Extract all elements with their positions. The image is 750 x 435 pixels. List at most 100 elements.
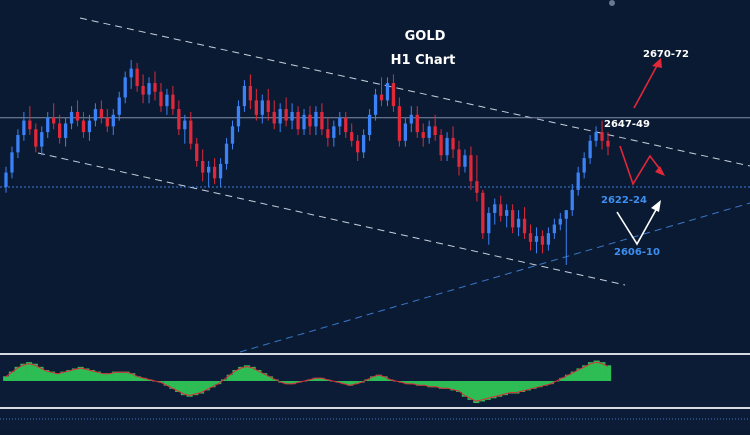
candle [141, 74, 145, 104]
histogram-bar [146, 379, 153, 381]
histogram-bar [318, 377, 325, 381]
histogram-bar [157, 381, 164, 383]
candle [4, 166, 8, 193]
histogram-bar [381, 376, 388, 381]
histogram-bar [415, 381, 422, 386]
histogram-bar [570, 371, 577, 381]
histogram-bar [438, 381, 445, 389]
histogram-bar [421, 381, 428, 386]
candle [52, 103, 56, 130]
histogram-bar [54, 373, 61, 381]
candle [373, 88, 378, 121]
candle [391, 74, 396, 112]
candle [296, 106, 300, 136]
histogram-bar [501, 381, 508, 396]
candle [218, 158, 223, 187]
candle [594, 126, 598, 147]
chart-title: GOLD [405, 29, 446, 44]
histogram-bar [180, 381, 187, 396]
histogram-bar [60, 371, 67, 381]
candle [260, 94, 264, 124]
candle [469, 146, 473, 190]
histogram-bar [198, 381, 205, 394]
candle [123, 71, 127, 104]
candle [290, 103, 294, 130]
lower-support-label: 2606-10 [614, 247, 660, 258]
histogram-bar [467, 381, 474, 400]
candle [499, 195, 503, 222]
histogram-bar [117, 371, 124, 381]
histogram-bar [169, 381, 176, 389]
histogram-bar [547, 381, 554, 385]
histogram-bar [341, 381, 348, 385]
candle [224, 137, 229, 170]
candle [457, 140, 461, 176]
histogram-bar [352, 381, 359, 385]
candle [93, 103, 98, 127]
candle [147, 77, 151, 104]
candle [516, 210, 521, 237]
histogram-bar [209, 381, 216, 388]
histogram-bar [49, 371, 56, 381]
candle [552, 218, 556, 239]
histogram-bar [444, 381, 451, 389]
window-dot-icon [609, 0, 615, 6]
histogram-bar [89, 370, 96, 381]
histogram-bar [14, 366, 21, 381]
candle [415, 106, 419, 138]
candle [171, 85, 175, 115]
histogram-bar [203, 381, 210, 391]
histogram-bar [71, 368, 78, 381]
candle [600, 120, 604, 150]
histogram-bar [226, 374, 233, 381]
support-bounce-arrow [616, 207, 658, 246]
candle [87, 114, 92, 141]
histogram-bar [605, 365, 612, 381]
histogram-bar [215, 381, 222, 385]
histogram-bar [238, 366, 245, 381]
histogram-bar [129, 373, 136, 381]
candle [254, 88, 258, 121]
histogram-bar [284, 381, 291, 385]
candle [582, 152, 586, 179]
candle [22, 111, 26, 141]
histogram-bar [582, 365, 589, 381]
histogram-bar [106, 373, 113, 381]
histogram-bar [77, 366, 84, 381]
histogram-bar [490, 381, 497, 399]
candle [558, 212, 562, 231]
candle [433, 114, 437, 141]
candle [16, 129, 20, 159]
histogram-bar [513, 381, 520, 394]
candle [58, 114, 62, 144]
histogram-bar [324, 379, 331, 381]
histogram-bar [559, 377, 566, 381]
candle [278, 103, 282, 133]
histogram-bar [565, 374, 572, 381]
histogram-bar [94, 371, 101, 381]
histogram-bar [398, 381, 405, 383]
histogram-bar [507, 381, 514, 394]
histogram-bar [192, 381, 199, 396]
histogram-bar [278, 381, 285, 383]
panel-separator [0, 353, 750, 355]
candle [189, 111, 193, 150]
panel-separator-2 [0, 407, 750, 409]
histogram-bar [295, 381, 302, 383]
candle [105, 109, 109, 133]
candle [230, 120, 235, 150]
histogram-bar [599, 362, 606, 381]
histogram-bar [37, 366, 44, 381]
histogram-bar [100, 373, 107, 381]
histogram-bar [364, 379, 371, 381]
candle [564, 210, 568, 265]
candle [28, 106, 32, 136]
histogram-bar [404, 381, 411, 385]
histogram-bar [427, 381, 434, 388]
candle [493, 198, 497, 225]
candle [385, 77, 390, 107]
candle [528, 224, 533, 251]
candle [367, 109, 372, 141]
bearish-path-arrow [619, 145, 663, 186]
